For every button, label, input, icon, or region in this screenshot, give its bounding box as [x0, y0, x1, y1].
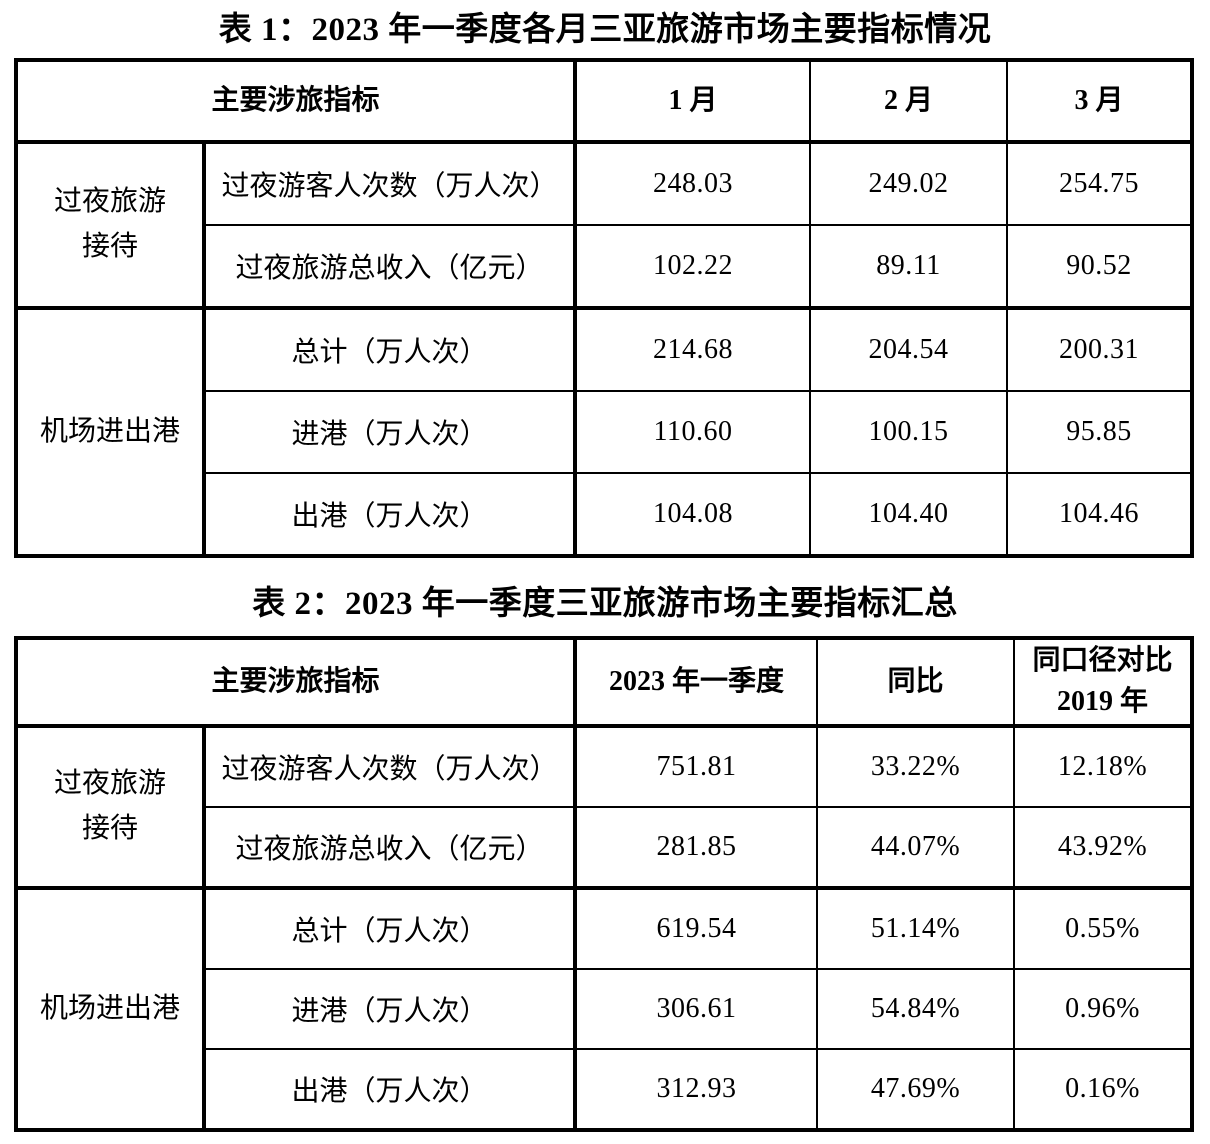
indicator-label: 出港（万人次）	[202, 472, 578, 557]
table-row: 机场进出港 总计（万人次） 619.54 51.14% 0.55%	[15, 886, 1194, 1131]
value-cell: 619.54	[574, 886, 819, 970]
table2-header-row: 主要涉旅指标 2023 年一季度 同比 同口径对比 2019 年	[14, 637, 1194, 728]
table-row: 出港（万人次） 104.08 104.40 104.46	[16, 472, 1194, 557]
value-cell: 47.69%	[816, 1048, 1016, 1131]
table1-group-airport-label: 机场进出港	[15, 306, 206, 557]
value-cell: 33.22%	[816, 725, 1016, 808]
value-cell: 89.11	[809, 224, 1009, 309]
table2-header-q1: 2023 年一季度	[574, 637, 819, 728]
table1: 主要涉旅指标 1 月 2 月 3 月 过夜旅游 接待 过夜游客人次数（万人次） …	[14, 58, 1195, 558]
indicator-label: 出港（万人次）	[202, 1048, 578, 1131]
table2-header-yoy: 同比	[816, 637, 1016, 728]
indicator-label: 过夜游客人次数（万人次）	[202, 141, 578, 226]
table1-group-overnight-label: 过夜旅游 接待	[15, 141, 206, 309]
value-cell: 44.07%	[816, 806, 1016, 889]
table-row: 进港（万人次） 306.61 54.84% 0.96%	[16, 968, 1194, 1050]
indicator-label: 进港（万人次）	[202, 968, 578, 1050]
indicator-label: 进港（万人次）	[202, 390, 578, 474]
value-cell: 12.18%	[1013, 725, 1194, 808]
table2-title: 表 2：2023 年一季度三亚旅游市场主要指标汇总	[252, 586, 958, 622]
value-cell: 102.22	[574, 224, 812, 309]
indicator-label: 过夜游客人次数（万人次）	[202, 725, 578, 808]
value-cell: 214.68	[574, 306, 812, 392]
table2-header-vs2019: 同口径对比 2019 年	[1013, 637, 1194, 728]
table2-group-airport-label: 机场进出港	[15, 886, 206, 1131]
value-cell: 249.02	[809, 141, 1009, 226]
table1-header-month-3: 3 月	[1006, 59, 1194, 144]
value-cell: 104.08	[574, 472, 812, 557]
value-cell: 54.84%	[816, 968, 1016, 1050]
table1-header-month-2: 2 月	[809, 59, 1009, 144]
value-cell: 0.96%	[1013, 968, 1194, 1050]
value-cell: 90.52	[1006, 224, 1194, 309]
value-cell: 312.93	[574, 1048, 819, 1131]
value-cell: 751.81	[574, 725, 819, 808]
table1-title: 表 1：2023 年一季度各月三亚旅游市场主要指标情况	[218, 12, 992, 48]
table2-header-indicator: 主要涉旅指标	[14, 637, 578, 728]
table2-group-overnight-label: 过夜旅游 接待	[15, 725, 206, 889]
table-row: 过夜旅游 接待 过夜游客人次数（万人次） 248.03 249.02 254.7…	[15, 141, 1194, 309]
value-cell: 204.54	[809, 306, 1009, 392]
value-cell: 43.92%	[1013, 806, 1194, 889]
value-cell: 0.16%	[1013, 1048, 1194, 1131]
value-cell: 104.46	[1006, 472, 1194, 557]
table1-header-month-1: 1 月	[574, 59, 812, 144]
table-row: 过夜旅游 接待 过夜游客人次数（万人次） 751.81 33.22% 12.18…	[15, 725, 1194, 889]
table-row: 进港（万人次） 110.60 100.15 95.85	[16, 390, 1194, 474]
indicator-label: 过夜旅游总收入（亿元）	[202, 806, 578, 889]
indicator-label: 总计（万人次）	[202, 886, 578, 970]
value-cell: 0.55%	[1013, 886, 1194, 970]
table-row: 出港（万人次） 312.93 47.69% 0.16%	[16, 1048, 1194, 1131]
value-cell: 306.61	[574, 968, 819, 1050]
table1-header-row: 主要涉旅指标 1 月 2 月 3 月	[14, 59, 1194, 144]
value-cell: 200.31	[1006, 306, 1194, 392]
table2: 主要涉旅指标 2023 年一季度 同比 同口径对比 2019 年 过夜旅游 接待…	[14, 636, 1195, 1132]
value-cell: 281.85	[574, 806, 819, 889]
table-row: 机场进出港 总计（万人次） 214.68 204.54 200.31	[15, 306, 1194, 557]
table-row: 过夜旅游总收入（亿元） 102.22 89.11 90.52	[16, 224, 1194, 309]
value-cell: 100.15	[809, 390, 1009, 474]
indicator-label: 过夜旅游总收入（亿元）	[202, 224, 578, 309]
value-cell: 254.75	[1006, 141, 1194, 226]
table-row: 过夜旅游总收入（亿元） 281.85 44.07% 43.92%	[16, 806, 1194, 889]
table1-header-indicator: 主要涉旅指标	[14, 59, 578, 144]
indicator-label: 总计（万人次）	[202, 306, 578, 392]
value-cell: 51.14%	[816, 886, 1016, 970]
value-cell: 104.40	[809, 472, 1009, 557]
value-cell: 248.03	[574, 141, 812, 226]
value-cell: 110.60	[574, 390, 812, 474]
value-cell: 95.85	[1006, 390, 1194, 474]
